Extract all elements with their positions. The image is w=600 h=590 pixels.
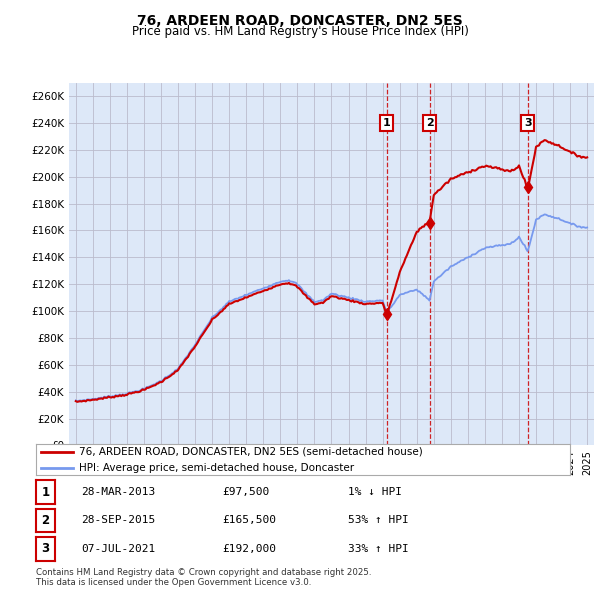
- Text: 2: 2: [41, 514, 50, 527]
- Text: £165,500: £165,500: [222, 516, 276, 525]
- Text: 1: 1: [383, 118, 391, 128]
- Text: Price paid vs. HM Land Registry's House Price Index (HPI): Price paid vs. HM Land Registry's House …: [131, 25, 469, 38]
- Text: £192,000: £192,000: [222, 544, 276, 553]
- Text: 28-MAR-2013: 28-MAR-2013: [81, 487, 155, 497]
- Text: 76, ARDEEN ROAD, DONCASTER, DN2 5ES: 76, ARDEEN ROAD, DONCASTER, DN2 5ES: [137, 14, 463, 28]
- Text: 33% ↑ HPI: 33% ↑ HPI: [348, 544, 409, 553]
- Text: 3: 3: [41, 542, 50, 555]
- Text: 1% ↓ HPI: 1% ↓ HPI: [348, 487, 402, 497]
- Text: Contains HM Land Registry data © Crown copyright and database right 2025.
This d: Contains HM Land Registry data © Crown c…: [36, 568, 371, 587]
- Text: HPI: Average price, semi-detached house, Doncaster: HPI: Average price, semi-detached house,…: [79, 463, 354, 473]
- Text: 28-SEP-2015: 28-SEP-2015: [81, 516, 155, 525]
- Text: 07-JUL-2021: 07-JUL-2021: [81, 544, 155, 553]
- Text: 2: 2: [425, 118, 433, 128]
- Text: 76, ARDEEN ROAD, DONCASTER, DN2 5ES (semi-detached house): 76, ARDEEN ROAD, DONCASTER, DN2 5ES (sem…: [79, 447, 422, 457]
- Text: 1: 1: [41, 486, 50, 499]
- Text: 53% ↑ HPI: 53% ↑ HPI: [348, 516, 409, 525]
- Text: 3: 3: [524, 118, 532, 128]
- Text: £97,500: £97,500: [222, 487, 269, 497]
